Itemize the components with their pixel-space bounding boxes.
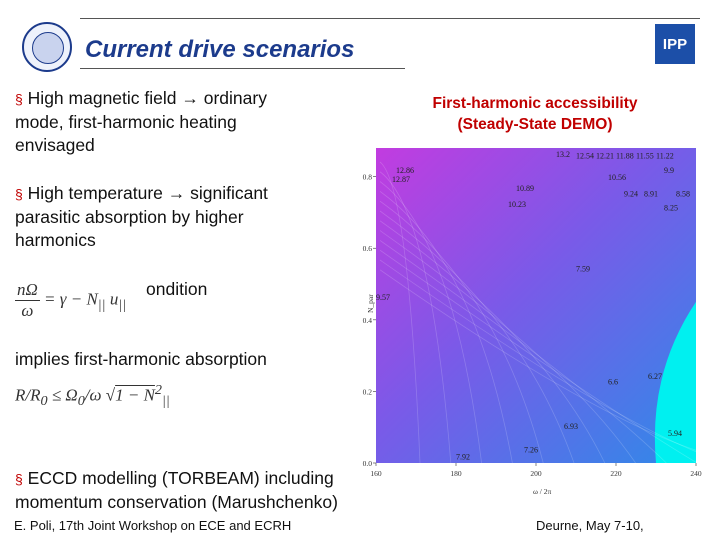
condition-text: ondition (146, 279, 208, 299)
eq-u: u (109, 289, 119, 309)
eq2-lhs: R/R (15, 385, 41, 405)
bullet-eccd-modelling: § ECCD modelling (TORBEAM) including mom… (15, 467, 345, 514)
page-title: Current drive scenarios (85, 36, 355, 63)
contour-line (379, 200, 544, 464)
accessibility-equation: R/R0 ≤ Ω0/ω √1 − N2|| (15, 382, 170, 410)
contour-line (379, 191, 513, 464)
contour-line (379, 181, 482, 464)
contour-label: 10.56 (608, 173, 626, 182)
x-axis-label: ω / 2π (533, 487, 552, 496)
contour-line (379, 210, 575, 464)
contour-label: 12.21 (596, 152, 614, 161)
implies-text: implies first-harmonic absorption (15, 349, 267, 369)
contour-label: 6.27 (648, 372, 662, 381)
contour-line (379, 230, 636, 464)
x-tick-label: 220 (610, 469, 622, 478)
footer-date: Deurne, May 7-10, (536, 518, 644, 533)
contour-line (379, 259, 705, 456)
bullet-mark: § (15, 91, 23, 107)
y-tick-label: 0.2 (363, 387, 373, 396)
eq2-lhs-sub: 0 (40, 393, 48, 410)
bullet-mark: § (15, 471, 23, 487)
contour-label: 13.2 (556, 150, 570, 159)
resonance-equation: nΩ ω = γ − N|| u|| (15, 280, 126, 321)
contour-lines (379, 161, 705, 464)
contour-label: 8.91 (644, 189, 658, 198)
contour-line (379, 240, 667, 464)
bullet-mark: § (15, 186, 23, 202)
header-rule (80, 18, 700, 19)
eq2-om-sub: 0 (77, 393, 85, 410)
bullet-text: ECCD modelling (TORBEAM) including momen… (15, 468, 338, 512)
x-tick-label: 180 (450, 469, 462, 478)
y-tick-label: 0.6 (363, 244, 373, 253)
contour-label: 11.22 (656, 152, 674, 161)
footer-conference: E. Poli, 17th Joint Workshop on ECE and … (14, 518, 292, 533)
contour-line (379, 269, 705, 454)
eq-u-sub: || (118, 296, 127, 313)
contour-line (379, 220, 606, 464)
eq2-rest: /ω (84, 385, 102, 405)
contour-label: 12.54 (576, 152, 594, 161)
contour-label: 11.88 (616, 152, 634, 161)
contour-label: 10.23 (508, 200, 526, 209)
y-axis-label: N_par (366, 294, 375, 313)
contour-label: 7.59 (576, 264, 590, 273)
y-tick-label: 0.4 (363, 316, 373, 325)
bullet-text: High magnetic field → ordinary mode, fir… (15, 88, 267, 155)
chart-title-line1: First-harmonic accessibility (432, 95, 638, 112)
bullet-high-temperature: § High temperature → significant parasit… (15, 182, 315, 252)
x-tick-label: 240 (690, 469, 702, 478)
contour-line (379, 161, 421, 464)
contour-label: 11.55 (636, 152, 654, 161)
y-tick-label: 0.0 (363, 459, 373, 468)
eq-numerator: nΩ (15, 280, 40, 301)
contour-label: 7.26 (524, 445, 538, 454)
contour-label: 7.92 (456, 452, 470, 461)
eq2-sub2: || (162, 393, 170, 410)
contour-label: 10.89 (516, 184, 534, 193)
eq-denominator: ω (21, 301, 34, 320)
plot-area (376, 148, 696, 463)
institute-logo (22, 22, 72, 72)
eq2-inside: 1 − N (115, 385, 155, 405)
contour-label: 9.57 (376, 293, 390, 302)
x-tick-label: 160 (370, 469, 382, 478)
contour-label: 12.87 (392, 175, 410, 184)
contour-label: 12.86 (396, 166, 414, 175)
eq-rhs: = γ − N (44, 289, 98, 309)
x-tick-label: 200 (530, 469, 542, 478)
contour-line (379, 171, 452, 464)
accessibility-heatmap: 160 180 200 220 240 0.0 0.2 0.4 0.6 0.8 13.2 12.5… (363, 148, 705, 496)
eq2-sqrt: √ (105, 385, 116, 405)
contour-line (379, 249, 698, 464)
contour-label: 9.24 (624, 189, 638, 198)
y-tick-label: 0.8 (363, 173, 373, 182)
eq2-sup: 2 (154, 382, 162, 398)
contour-label: 9.9 (664, 166, 674, 175)
eq-sub: || (97, 296, 106, 313)
inaccessible-region (654, 301, 696, 463)
contour-label: 8.58 (676, 189, 690, 198)
contour-label: 6.93 (564, 422, 578, 431)
chart-title: First-harmonic accessibility (Steady-Sta… (395, 93, 675, 135)
contour-label: 8.25 (664, 204, 678, 213)
bullet-high-field: § High magnetic field → ordinary mode, f… (15, 87, 315, 157)
contour-label: 6.6 (608, 377, 618, 386)
ipp-logo: IPP (655, 24, 695, 64)
chart-title-line2: (Steady-State DEMO) (457, 116, 613, 133)
contour-label: 5.94 (668, 429, 682, 438)
eq2-le: ≤ Ω (51, 385, 78, 405)
title-underline (80, 68, 405, 69)
bullet-text: High temperature → significant parasitic… (15, 183, 268, 250)
